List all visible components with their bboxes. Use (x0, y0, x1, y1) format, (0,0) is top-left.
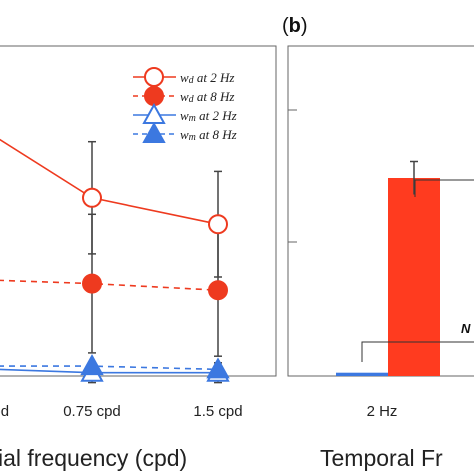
bar-2 (388, 178, 440, 376)
data-point (82, 273, 102, 294)
series-line-3 (0, 368, 218, 374)
legend-label: wm at 8 Hz (180, 127, 237, 143)
panel-b-marks: N (336, 160, 474, 376)
bar-1 (336, 372, 388, 376)
panel-b-x-tick-labels: 2 Hz (367, 403, 398, 420)
x-tick-label: 0.75 cpd (63, 403, 121, 420)
legend-label: wd at 2 Hz (180, 70, 234, 86)
panel-a-x-axis-title: ial frequency (cpd) (0, 445, 187, 471)
legend-marker (142, 121, 166, 143)
data-point (208, 214, 228, 235)
x-tick-label: 2 Hz (367, 403, 398, 420)
legend-marker (144, 86, 164, 106)
panel-a-plot-frame (0, 45, 277, 377)
panel-a: cpd 0.75 cpd 1.5 cpd ial frequency (cpd) w… (0, 45, 277, 471)
series-line-2 (0, 279, 219, 291)
x-tick-label: cpd (0, 403, 9, 420)
panel-b-x-axis-title: Temporal Fr (320, 445, 443, 471)
legend-marker (144, 67, 164, 87)
significance-bracket (361, 341, 474, 362)
legend-marker (142, 102, 166, 124)
series-line-4 (0, 365, 219, 371)
series-line-1 (0, 138, 219, 225)
panel-a-x-tick-labels: cpd 0.75 cpd 1.5 cpd (0, 403, 243, 420)
panel-b-plot-frame (287, 45, 474, 377)
data-point (80, 354, 104, 376)
x-tick-label: 1.5 cpd (193, 403, 242, 420)
data-point (206, 357, 230, 379)
panel-a-legend: wd at 2 Hz wd at 8 Hz wm at 2 Hz wm at 8 Hz (133, 67, 237, 143)
panel-b-label: (b) (282, 15, 308, 37)
significance-bracket (414, 179, 474, 197)
data-point (208, 280, 228, 301)
data-point (82, 187, 102, 208)
panel-a-marks (0, 138, 230, 384)
panel-b: (b) N 2 Hz Temporal Fr (282, 15, 474, 471)
legend-label: wm at 2 Hz (180, 108, 237, 124)
annotation-label: N (461, 321, 471, 336)
legend-label: wd at 8 Hz (180, 89, 234, 105)
